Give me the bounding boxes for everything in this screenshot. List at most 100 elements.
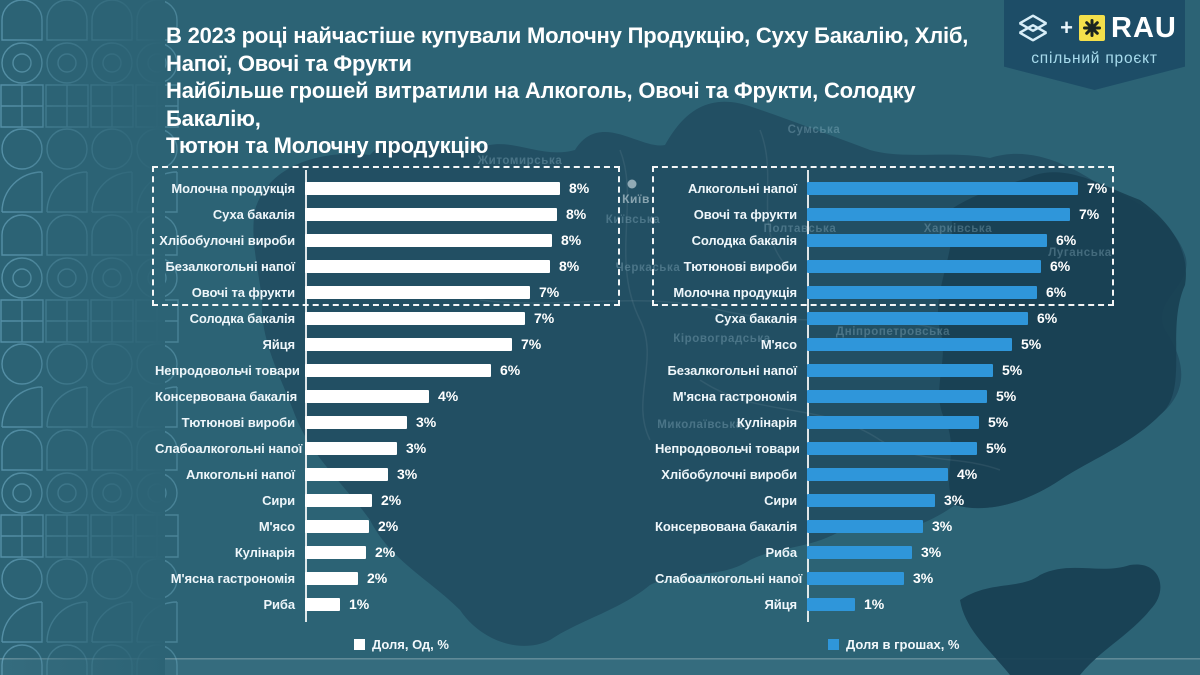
category-label: Сири (262, 492, 295, 508)
category-label: Яйця (262, 336, 295, 352)
badge-logo-row: + RAU (1012, 11, 1177, 45)
bar (305, 571, 358, 585)
category-label: Яйця (764, 596, 797, 612)
chart-row: Суха бакалія 6% (655, 305, 1114, 331)
bar (305, 233, 552, 247)
chart-row: Яйця 7% (155, 331, 620, 357)
value-label: 7% (534, 310, 555, 326)
rau-brand-text: RAU (1111, 11, 1177, 44)
title-line: Найбільше грошей витратили на Алкоголь, … (166, 78, 916, 131)
chart-row: Молочна продукція 8% (155, 175, 620, 201)
value-label: 2% (367, 570, 388, 586)
title-line: В 2023 році найчастіше купували Молочну … (166, 23, 969, 48)
chart-row: Безалкогольні напої 8% (155, 253, 620, 279)
category-label: Молочна продукція (171, 180, 295, 196)
chart-row: М'ясна гастрономія 5% (655, 383, 1114, 409)
plus-sign: + (1060, 15, 1073, 40)
map-crimea (960, 564, 1161, 675)
bar (807, 311, 1028, 325)
bar (807, 207, 1070, 221)
chart-row: Овочі та фрукти 7% (655, 201, 1114, 227)
category-label: Риба (263, 596, 295, 612)
chart-row: Алкогольні напої 7% (655, 175, 1114, 201)
value-label: 5% (988, 414, 1009, 430)
category-label: Овочі та фрукти (191, 284, 295, 300)
bar (305, 207, 557, 221)
chart-row: Слабоалкогольні напої 3% (155, 435, 620, 461)
bar (305, 363, 491, 377)
chart-row: Яйця 1% (655, 591, 1114, 617)
value-label: 2% (381, 492, 402, 508)
bar (807, 519, 923, 533)
title-line: Тютюн та Молочну продукцію (166, 133, 489, 158)
value-label: 3% (416, 414, 437, 430)
category-label: М'ясна гастрономія (170, 570, 295, 586)
value-label: 3% (406, 440, 427, 456)
bar (305, 259, 550, 273)
chart-row: Безалкогольні напої 5% (655, 357, 1114, 383)
value-label: 1% (349, 596, 370, 612)
value-label: 3% (921, 544, 942, 560)
chart-row: Солодка бакалія 7% (155, 305, 620, 331)
rau-star-icon (1079, 15, 1105, 41)
value-label: 5% (986, 440, 1007, 456)
category-label: Овочі та фрукти (693, 206, 797, 222)
bar (807, 363, 993, 377)
chart-row: Суха бакалія 8% (155, 201, 620, 227)
chart-row: Солодка бакалія 6% (655, 227, 1114, 253)
category-label: Молочна продукція (673, 284, 797, 300)
legend-swatch-white (354, 639, 365, 650)
value-label: 8% (561, 232, 582, 248)
chart-row: Тютюнові вироби 3% (155, 409, 620, 435)
chart-money-share: Алкогольні напої 7% Овочі та фрукти 7% Солод… (655, 170, 1114, 622)
bar (807, 597, 855, 611)
legend-money: Доля в грошах, % (828, 637, 959, 652)
value-label: 8% (566, 206, 587, 222)
bar (305, 285, 530, 299)
category-label: Кулінарія (736, 414, 797, 430)
category-label: Алкогольні напої (687, 180, 797, 196)
category-label: Тютюнові вироби (181, 414, 296, 430)
bar (305, 467, 388, 481)
bar (807, 389, 987, 403)
kyiv-city-dot (627, 179, 637, 189)
bar (807, 571, 904, 585)
bar (305, 311, 525, 325)
chart-row: М'ясо 2% (155, 513, 620, 539)
value-label: 6% (1050, 258, 1071, 274)
value-label: 4% (957, 466, 978, 482)
category-label: Хлібобулочні вироби (159, 232, 295, 248)
bar (305, 597, 340, 611)
category-label: Непродовольчі товари (655, 440, 800, 456)
value-label: 3% (932, 518, 953, 534)
category-label: Безалкогольні напої (165, 258, 296, 274)
bar (807, 441, 977, 455)
bar (807, 285, 1037, 299)
bar (305, 519, 369, 533)
category-label: Суха бакалія (212, 206, 295, 222)
value-label: 5% (1002, 362, 1023, 378)
bar (807, 181, 1078, 195)
category-label: Суха бакалія (714, 310, 797, 326)
bottom-strip (0, 659, 1200, 675)
chart-row: Хлібобулочні вироби 4% (655, 461, 1114, 487)
chart-row: Консервована бакалія 3% (655, 513, 1114, 539)
value-label: 7% (1087, 180, 1108, 196)
chart-row: Непродовольчі товари 5% (655, 435, 1114, 461)
chart-row: Хлібобулочні вироби 8% (155, 227, 620, 253)
value-label: 5% (996, 388, 1017, 404)
chart-row: Риба 3% (655, 539, 1114, 565)
value-label: 6% (500, 362, 521, 378)
chart-row: Кулінарія 2% (155, 539, 620, 565)
category-label: Слабоалкогольні напої (655, 570, 803, 586)
chart-row: Алкогольні напої 3% (155, 461, 620, 487)
value-label: 3% (397, 466, 418, 482)
chart-row: Слабоалкогольні напої 3% (655, 565, 1114, 591)
chart-row: М'ясо 5% (655, 331, 1114, 357)
value-label: 5% (1021, 336, 1042, 352)
bar (305, 389, 429, 403)
category-label: Алкогольні напої (185, 466, 295, 482)
category-label: М'ясна гастрономія (672, 388, 797, 404)
category-label: Солодка бакалія (189, 310, 296, 326)
